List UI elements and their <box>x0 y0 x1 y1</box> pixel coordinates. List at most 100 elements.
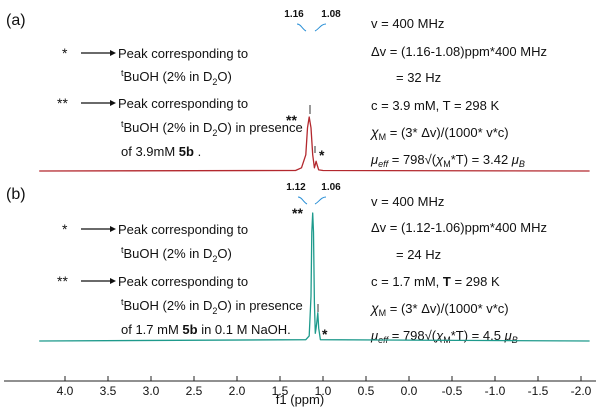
annot-b-chi: χM = (3* Δv)/(1000* v*c) <box>369 300 509 318</box>
legend-a-2-line3-suffix: . <box>194 144 201 159</box>
legend-b-1-marker: * <box>62 221 68 237</box>
annot-a-mu-unit-sub: B <box>519 159 525 169</box>
x-tick-label: 3.5 <box>100 384 117 398</box>
legend-a-2-prefix: t <box>121 119 124 129</box>
annot-b-delta-result: = 24 Hz <box>396 247 441 262</box>
annot-b-mu: μeff = 798√(χM*T) = 4.5 μB <box>370 328 518 345</box>
legend-a-2-line3: of 3.9mM 5b . <box>121 144 201 159</box>
peak-marker-b-double: ** <box>292 205 303 221</box>
annot-a-mu-unit-sym: μ <box>511 152 519 167</box>
annot-a-chi-formula: = (3* Δv)/(1000* v*c) <box>386 125 508 140</box>
annot-a-mu-formula-b: *T) = 3.42 <box>451 152 512 167</box>
x-tick-label: 4.0 <box>57 384 74 398</box>
peak-label-a-2: 1.08 <box>321 9 341 20</box>
annot-a-mu-sub: eff <box>378 159 390 169</box>
legend-a-2-line3-text: of 3.9mM <box>121 144 179 159</box>
legend-a-2-text: BuOH (2% in D <box>124 120 213 135</box>
legend-a-1-marker: * <box>62 45 68 61</box>
legend-b-1-line2: tBuOH (2% in D2O) <box>121 245 232 264</box>
x-tick-label: 0.0 <box>401 384 418 398</box>
legend-b-1-sub: 2 <box>212 254 217 264</box>
annot-a-mu-chi-sub: M <box>443 159 451 169</box>
annot-a-freq: v = 400 MHz <box>371 16 444 31</box>
annot-b-chi-sub: M <box>379 308 387 318</box>
legend-b-2-line3-text: of 1.7 mM <box>121 322 182 337</box>
peak-connector-a-1 <box>296 23 307 32</box>
x-tick-label: 0.5 <box>358 384 375 398</box>
x-tick-label: -1.0 <box>485 384 506 398</box>
legend-a-2-marker: ** <box>57 95 68 111</box>
annot-b-freq: v = 400 MHz <box>371 194 444 209</box>
annot-a-mu: μeff = 798√(χM*T) = 3.42 μB <box>370 152 525 169</box>
legend-a-1-text: BuOH (2% in D <box>124 69 213 84</box>
x-tick-label: 2.0 <box>229 384 246 398</box>
x-tick-label: -0.5 <box>442 384 463 398</box>
legend-a-2-arrow <box>81 100 116 106</box>
annot-a-chi: χM = (3* Δv)/(1000* v*c) <box>369 124 509 142</box>
panel-a: (a) * Peak corresponding to tBuOH (2% in… <box>6 9 590 172</box>
legend-b-2-compound: 5b <box>182 322 197 337</box>
annot-a-mu-chi-sym: χ <box>435 152 444 167</box>
annot-a-mu-sym: μ <box>370 152 378 167</box>
annot-a-conditions: c = 3.9 mM, T = 298 K <box>371 98 499 113</box>
peak-connector-a-2 <box>314 23 327 32</box>
legend-a-2-suffix: O) in presence <box>217 120 302 135</box>
legend-b-2-text: BuOH (2% in D <box>124 298 213 313</box>
annot-b-delta: Δv = (1.12-1.06)ppm*400 MHz <box>371 220 547 235</box>
annot-a-chi-sub: M <box>379 132 387 142</box>
annot-b-mu-sym: μ <box>370 328 378 343</box>
annot-b-conditions-c: = 298 K <box>451 274 500 289</box>
legend-a-2-sub: 2 <box>212 128 217 138</box>
legend-b-2-line3-suffix: in 0.1 M NaOH. <box>198 322 291 337</box>
peak-connector-b-1 <box>297 196 308 205</box>
legend-b-2-prefix: t <box>121 297 124 307</box>
legend-b-2-line1: Peak corresponding to <box>118 274 248 289</box>
x-tick-label: 1.5 <box>272 384 289 398</box>
legend-a-1-arrow <box>81 50 116 56</box>
annot-a-delta-result: = 32 Hz <box>396 70 441 85</box>
annot-b-chi-sym: χ <box>369 300 379 316</box>
peak-marker-a-double: ** <box>286 112 297 128</box>
legend-b-2-sub: 2 <box>212 306 217 316</box>
legend-a-1-suffix: O) <box>217 69 231 84</box>
legend-a-1-sub: 2 <box>212 77 217 87</box>
peak-connector-b-2 <box>314 196 327 205</box>
annot-b-mu-unit-sym: μ <box>504 328 512 343</box>
annot-a-chi-sym: χ <box>369 124 379 140</box>
x-axis: 4.0 3.5 3.0 2.5 2.0 1.5 1.0 0.5 0.0 -0.5 -1.0 -1.5 -… <box>4 376 596 407</box>
legend-b-2-line2: tBuOH (2% in D2O) in presence <box>121 297 303 316</box>
annot-b-mu-chi-sym: χ <box>435 328 444 343</box>
x-axis-label: f1 (ppm) <box>276 392 324 407</box>
legend-b-1-prefix: t <box>121 245 124 255</box>
panel-a-label: (a) <box>6 12 26 29</box>
legend-a-2-compound: 5b <box>179 144 194 159</box>
peak-label-a-1: 1.16 <box>284 9 304 20</box>
legend-b-2-arrow <box>81 278 116 284</box>
x-tick-label: -2.0 <box>571 384 592 398</box>
spectrum-trace-a <box>39 116 590 172</box>
legend-b-2-line3: of 1.7 mM 5b in 0.1 M NaOH. <box>121 322 291 337</box>
spectrum-trace-b <box>39 212 590 342</box>
annot-a-delta: Δv = (1.16-1.08)ppm*400 MHz <box>371 44 547 59</box>
peak-marker-b-single: * <box>322 326 328 342</box>
x-tick-label: -1.5 <box>528 384 549 398</box>
legend-b-1-line1: Peak corresponding to <box>118 222 248 237</box>
x-tick-label: 2.5 <box>186 384 203 398</box>
annot-b-chi-formula: = (3* Δv)/(1000* v*c) <box>386 301 508 316</box>
legend-b-2-suffix: O) in presence <box>217 298 302 313</box>
peak-label-b-2: 1.06 <box>321 182 341 193</box>
annot-a-mu-formula-a: = 798√( <box>388 152 437 167</box>
annot-b-conditions-b: T <box>443 274 451 289</box>
x-axis-ticks: 4.0 3.5 3.0 2.5 2.0 1.5 1.0 0.5 0.0 -0.5 -1.0 -1.5 -… <box>57 376 592 398</box>
annot-b-conditions-a: c = 1.7 mM, <box>371 274 443 289</box>
legend-b-2-marker: ** <box>57 273 68 289</box>
legend-b-1-suffix: O) <box>217 246 231 261</box>
x-tick-label: 3.0 <box>143 384 160 398</box>
x-tick-label: 1.0 <box>315 384 332 398</box>
legend-a-2-line2: tBuOH (2% in D2O) in presence <box>121 119 303 138</box>
legend-a-1-line2: tBuOH (2% in D2O) <box>121 68 232 87</box>
annot-b-mu-formula-a: = 798√( <box>388 328 437 343</box>
legend-a-1-line1: Peak corresponding to <box>118 46 248 61</box>
